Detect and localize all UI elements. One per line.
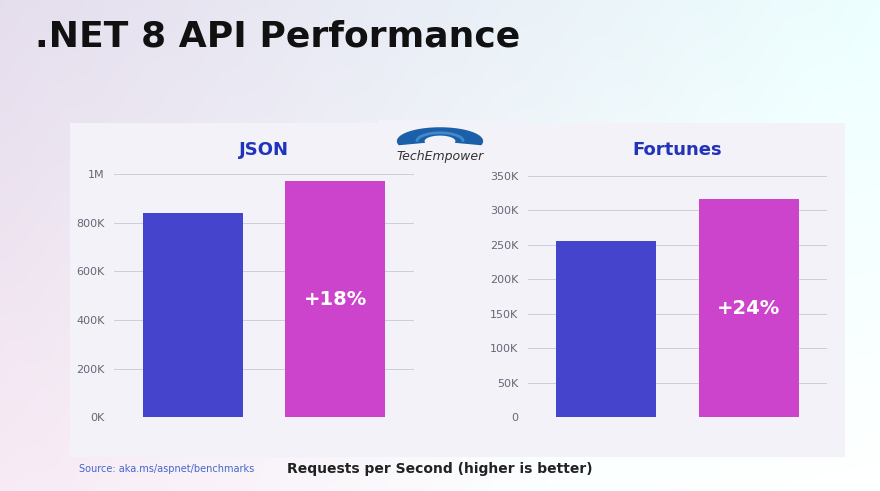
Text: Requests per Second (higher is better): Requests per Second (higher is better)	[287, 462, 593, 476]
Bar	[699, 199, 799, 417]
Title: Fortunes: Fortunes	[633, 141, 722, 159]
Bar	[285, 182, 385, 417]
Text: TechEmpower: TechEmpower	[396, 150, 484, 163]
Title: JSON: JSON	[239, 141, 289, 159]
FancyBboxPatch shape	[62, 119, 853, 460]
Text: Source: aka.ms/aspnet/benchmarks: Source: aka.ms/aspnet/benchmarks	[79, 464, 254, 474]
Bar	[556, 242, 656, 417]
Bar	[143, 213, 243, 417]
Text: +24%: +24%	[717, 299, 781, 318]
Text: +18%: +18%	[304, 290, 367, 309]
Polygon shape	[397, 127, 483, 145]
Text: .NET 8 API Performance: .NET 8 API Performance	[35, 20, 520, 54]
